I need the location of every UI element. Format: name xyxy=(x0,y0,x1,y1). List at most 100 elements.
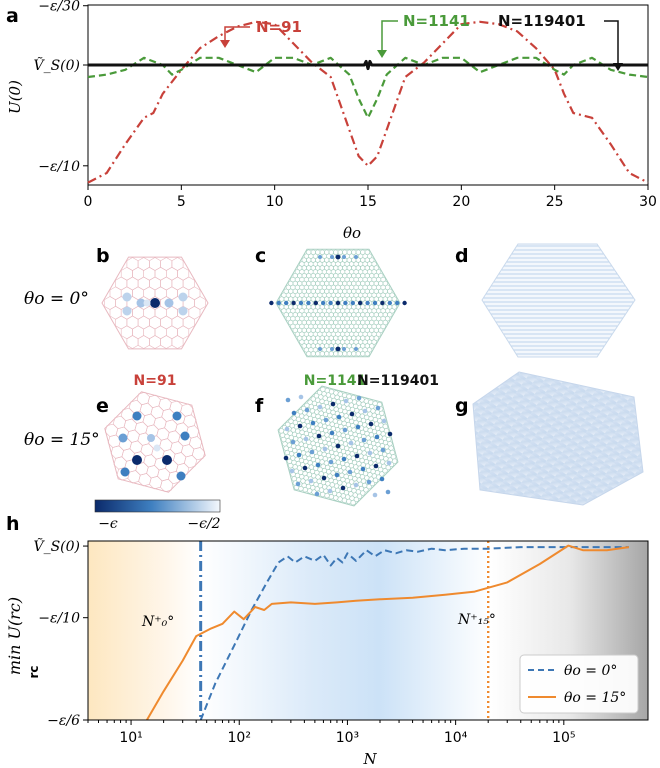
lattice-site xyxy=(310,420,316,426)
panel-h-xlabel: N xyxy=(362,750,377,768)
lattice-site xyxy=(303,436,309,442)
lattice-site xyxy=(321,300,326,306)
lattice-site xyxy=(342,427,348,433)
lattice-site xyxy=(132,455,142,465)
lattice-site xyxy=(340,485,346,491)
panel-label-h: h xyxy=(6,513,20,535)
lattice-site xyxy=(365,300,370,306)
lattice-site xyxy=(341,456,347,462)
lattice-site xyxy=(354,255,358,259)
lattice-site xyxy=(402,300,407,306)
lattice-site xyxy=(318,255,322,259)
lattice-site xyxy=(368,421,374,427)
panel-a-xtick-label: 20 xyxy=(452,194,470,210)
vline-label-15deg: N⁺₁₅° xyxy=(457,612,496,628)
lattice-site xyxy=(366,479,372,485)
annotation-n119401: N=119401 xyxy=(498,12,586,30)
lattice-cell xyxy=(350,499,357,506)
lattice-site xyxy=(315,462,321,468)
lattice-site xyxy=(354,453,360,459)
colorbar-right-label: −ϵ/2 xyxy=(187,516,220,532)
lattice-site xyxy=(367,450,373,456)
panel-a-xtick-label: 10 xyxy=(266,194,284,210)
lattice-site xyxy=(372,300,378,306)
panel-label-a: a xyxy=(6,5,19,27)
panel-label-f: f xyxy=(255,395,264,417)
panel-h-ytick-label: Ṽ_S(0) xyxy=(33,537,80,555)
legend-label-15deg: θo = 15° xyxy=(564,690,626,706)
lattice-site xyxy=(318,347,322,351)
panel-a-ytick-label: −ε/10 xyxy=(38,159,80,175)
label-n119401: N=119401 xyxy=(357,373,439,389)
lattice-site xyxy=(395,300,400,306)
lattice-site xyxy=(360,466,366,472)
lattice-site xyxy=(132,411,142,421)
lattice-site xyxy=(386,460,392,466)
lattice-site xyxy=(354,347,358,351)
lattice-site xyxy=(348,440,354,446)
panel-label-c: c xyxy=(255,245,266,267)
vline-label-0deg: N⁺₀° xyxy=(141,614,174,630)
legend: θo = 0° θo = 15° xyxy=(519,654,639,714)
lattice-site xyxy=(122,306,132,316)
lattice-site xyxy=(178,306,188,316)
lattice-site xyxy=(298,394,304,400)
lattice-site xyxy=(178,292,188,302)
lattice-site xyxy=(285,397,291,403)
lattice-site xyxy=(150,298,160,308)
lattice-site xyxy=(373,463,379,469)
colorbar-left-label: −ϵ xyxy=(98,516,118,532)
legend-label-0deg: θo = 0° xyxy=(564,663,617,679)
lattice-site xyxy=(380,300,385,306)
lattice-site xyxy=(335,300,341,306)
lattice-site xyxy=(375,405,381,411)
hex-lattice-n91-15deg xyxy=(104,391,206,493)
lattice-site xyxy=(355,424,361,430)
lattice-site xyxy=(343,398,349,404)
lattice-site xyxy=(122,292,132,302)
lattice-site xyxy=(147,434,155,442)
lattice-site xyxy=(306,300,311,306)
hex-lattice-n119401-15deg xyxy=(472,371,644,506)
lattice-site xyxy=(330,347,334,351)
colorbar xyxy=(94,499,221,513)
panel-h-xtick-label: 10² xyxy=(228,730,251,746)
lattice-site xyxy=(321,475,327,481)
lattice-site xyxy=(356,395,362,401)
lattice-site xyxy=(330,255,334,259)
lattice-cell xyxy=(160,478,174,493)
panel-label-b: b xyxy=(96,245,110,267)
panel-a-ytick-label: Ṽ_S(0) xyxy=(33,56,80,74)
lattice-site xyxy=(387,300,392,306)
lattice-cell xyxy=(364,350,370,357)
label-n91: N=91 xyxy=(134,373,177,389)
lattice-site xyxy=(374,434,380,440)
lattice-site xyxy=(316,433,322,439)
lattice-site xyxy=(379,476,385,482)
arrowhead-n119401 xyxy=(613,63,623,71)
lattice-site xyxy=(290,439,296,445)
panel-h-ytick-label: −ε/6 xyxy=(47,713,80,729)
arrowhead-n91 xyxy=(220,40,230,48)
lattice-site xyxy=(291,410,297,416)
panel-a-xlabel: θo xyxy=(343,224,361,242)
series-line-15deg xyxy=(146,544,630,721)
panel-h-xtick-label: 10⁴ xyxy=(444,730,468,746)
lattice-site xyxy=(291,300,296,306)
lattice-site xyxy=(387,431,393,437)
lattice-cell xyxy=(171,335,184,349)
lattice-site xyxy=(176,471,186,481)
panel-a-xtick-label: 30 xyxy=(639,194,657,210)
panel-h-ylabel-sub: rc xyxy=(27,665,41,678)
hex-lattice-n91-0deg xyxy=(101,256,209,350)
lattice-site xyxy=(327,488,333,494)
lattice-site xyxy=(335,443,341,449)
panel-h-ylabel: min U(rc) xyxy=(5,597,24,675)
lattice-site xyxy=(289,468,295,474)
panel-a-ylabel: U(0) xyxy=(6,80,24,114)
panel-h-xtick-label: 10¹ xyxy=(119,730,142,746)
lattice-site xyxy=(309,449,315,455)
lattice-site xyxy=(153,444,161,452)
annotation-n1141: N=1141 xyxy=(403,12,470,30)
arrow-n119401 xyxy=(604,20,619,64)
